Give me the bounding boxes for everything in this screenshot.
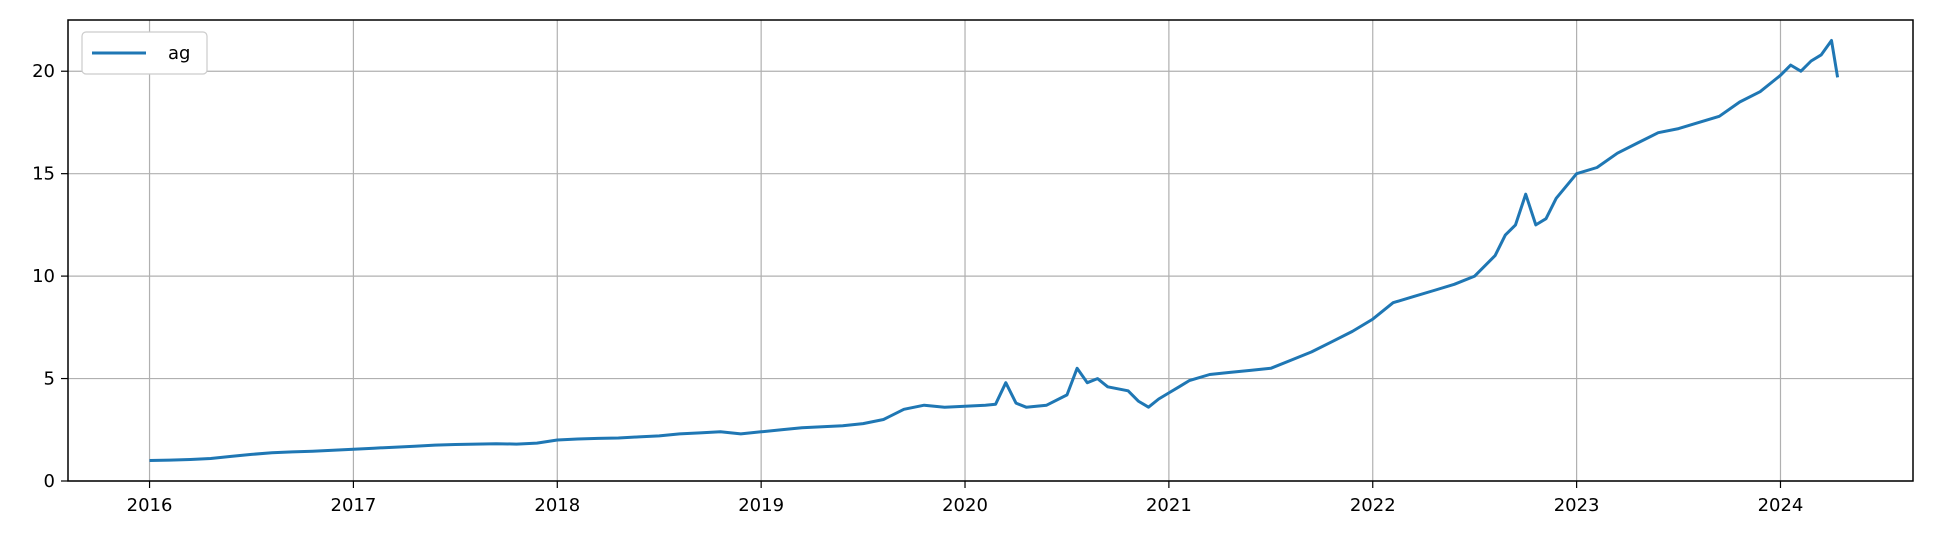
legend: ag bbox=[81, 31, 208, 75]
legend-label: ag bbox=[168, 43, 190, 64]
y-tick-label: 5 bbox=[44, 369, 55, 390]
series-line-ag bbox=[149, 39, 1840, 462]
series-layer bbox=[149, 39, 1840, 462]
x-axis: 2016 2017 2018 2019 2020 2021 2022 2023 2024 bbox=[127, 481, 1804, 516]
x-tick-label: 2019 bbox=[738, 495, 784, 516]
x-tick-label: 2018 bbox=[534, 495, 580, 516]
x-tick-label: 2024 bbox=[1758, 495, 1804, 516]
y-tick-label: 20 bbox=[32, 61, 55, 82]
grid-lines bbox=[68, 20, 1913, 482]
x-tick-label: 2016 bbox=[127, 495, 173, 516]
x-tick-label: 2017 bbox=[331, 495, 377, 516]
x-tick-label: 2020 bbox=[942, 495, 988, 516]
x-tick-label: 2021 bbox=[1146, 495, 1192, 516]
y-axis: 0 5 10 15 20 bbox=[32, 61, 68, 492]
y-tick-label: 15 bbox=[32, 164, 55, 185]
y-tick-label: 10 bbox=[32, 266, 55, 287]
y-tick-label: 0 bbox=[44, 471, 55, 492]
plot-frame bbox=[67, 19, 1914, 482]
x-tick-label: 2023 bbox=[1554, 495, 1600, 516]
x-tick-label: 2022 bbox=[1350, 495, 1396, 516]
